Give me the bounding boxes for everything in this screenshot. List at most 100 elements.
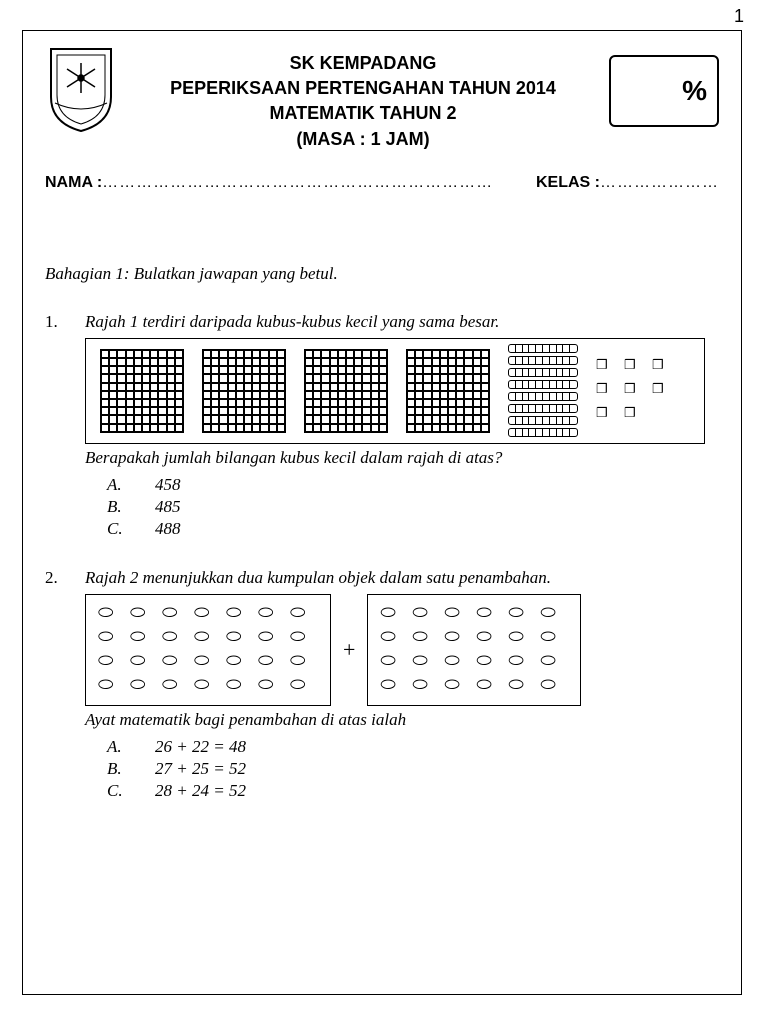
eraser-icon: ⬭: [540, 651, 568, 673]
unit-cube-icon: ❒: [596, 358, 614, 376]
q2-opt-b: B.27 + 25 = 52: [85, 758, 719, 780]
eraser-icon: ⬭: [412, 675, 440, 697]
ten-bar: [508, 380, 578, 389]
eraser-icon: ⬭: [290, 627, 318, 649]
eraser-icon: ⬭: [130, 627, 158, 649]
page-frame: SK KEMPADANG PEPERIKSAAN PERTENGAHAN TAH…: [22, 30, 742, 995]
eraser-icon: ⬭: [130, 675, 158, 697]
eraser-icon: ⬭: [540, 627, 568, 649]
eraser-icon: ⬭: [162, 651, 190, 673]
opt-label: B.: [107, 497, 127, 517]
opt-value: 488: [155, 519, 181, 539]
eraser-icon: ⬭: [476, 675, 504, 697]
eraser-icon: ⬭: [380, 603, 408, 625]
q1-options: A.458 B. 485 C. 488: [85, 474, 719, 540]
ten-bar: [508, 344, 578, 353]
exam-name: PEPERIKSAAN PERTENGAHAN TAHUN 2014: [127, 76, 599, 101]
q2-text: Rajah 2 menunjukkan dua kumpulan objek d…: [85, 568, 719, 588]
nama-field: NAMA :……………………………………………………………: [45, 174, 493, 192]
eraser-icon: ⬭: [476, 651, 504, 673]
eraser-icon: ⬭: [226, 675, 254, 697]
ten-bar: [508, 428, 578, 437]
eraser-icon: ⬭: [508, 603, 536, 625]
eraser-icon: ⬭: [194, 675, 222, 697]
q1-number: 1.: [45, 312, 63, 540]
eraser-icon: ⬭: [412, 627, 440, 649]
ten-bar: [508, 356, 578, 365]
q2-left-group: ⬭⬭⬭⬭⬭⬭⬭⬭⬭⬭⬭⬭⬭⬭⬭⬭⬭⬭⬭⬭⬭⬭⬭⬭⬭⬭⬭⬭: [85, 594, 331, 706]
ten-bar: [508, 392, 578, 401]
student-id-row: NAMA :…………………………………………………………… KELAS :…………: [45, 174, 719, 192]
eraser-icon: ⬭: [162, 603, 190, 625]
eraser-icon: ⬭: [508, 627, 536, 649]
header: SK KEMPADANG PEPERIKSAAN PERTENGAHAN TAH…: [45, 45, 719, 152]
eraser-icon: ⬭: [444, 627, 472, 649]
q1-text: Rajah 1 terdiri daripada kubus-kubus kec…: [85, 312, 719, 332]
eraser-icon: ⬭: [290, 675, 318, 697]
kelas-field: KELAS :…………………: [536, 174, 719, 192]
ten-bar: [508, 404, 578, 413]
eraser-icon: ⬭: [258, 651, 286, 673]
hundred-block: [304, 349, 388, 433]
duration: (MASA : 1 JAM): [127, 127, 599, 152]
opt-value: 458: [155, 475, 181, 495]
unit-cube-icon: ❒: [652, 382, 670, 400]
hundred-block: [100, 349, 184, 433]
eraser-icon: ⬭: [194, 603, 222, 625]
q2-right-group: ⬭⬭⬭⬭⬭⬭⬭⬭⬭⬭⬭⬭⬭⬭⬭⬭⬭⬭⬭⬭⬭⬭⬭⬭: [367, 594, 581, 706]
unit-cube-icon: ❒: [596, 382, 614, 400]
q1-opt-a: A.458: [85, 474, 719, 496]
unit-cube-icon: ❒: [624, 358, 642, 376]
eraser-icon: ⬭: [412, 603, 440, 625]
question-1: 1. Rajah 1 terdiri daripada kubus-kubus …: [45, 312, 719, 540]
opt-label: C.: [107, 519, 127, 539]
eraser-icon: ⬭: [444, 675, 472, 697]
q2-diagram: ⬭⬭⬭⬭⬭⬭⬭⬭⬭⬭⬭⬭⬭⬭⬭⬭⬭⬭⬭⬭⬭⬭⬭⬭⬭⬭⬭⬭ + ⬭⬭⬭⬭⬭⬭⬭⬭⬭…: [85, 594, 719, 706]
kelas-label: KELAS :: [536, 174, 600, 191]
school-logo-icon: [45, 45, 117, 133]
hundred-block: [406, 349, 490, 433]
eraser-icon: ⬭: [540, 675, 568, 697]
ones-grid: ❒ ❒ ❒ ❒ ❒ ❒ ❒ ❒: [596, 358, 670, 424]
eraser-icon: ⬭: [444, 651, 472, 673]
eraser-icon: ⬭: [380, 651, 408, 673]
eraser-icon: ⬭: [98, 603, 126, 625]
eraser-icon: ⬭: [508, 651, 536, 673]
eraser-icon: ⬭: [258, 627, 286, 649]
eraser-icon: ⬭: [476, 627, 504, 649]
eraser-icon: ⬭: [290, 651, 318, 673]
eraser-icon: ⬭: [476, 603, 504, 625]
q1-opt-b: B. 485: [85, 496, 719, 518]
eraser-icon: ⬭: [98, 651, 126, 673]
q1-opt-c: C. 488: [85, 518, 719, 540]
q1-subtext: Berapakah jumlah bilangan kubus kecil da…: [85, 448, 719, 468]
eraser-icon: ⬭: [226, 627, 254, 649]
unit-cube-icon: ❒: [596, 406, 614, 424]
nama-dots: ……………………………………………………………: [102, 174, 493, 191]
unit-cube-icon: ❒: [624, 382, 642, 400]
opt-value: 485: [155, 497, 181, 517]
q2-options: A.26 + 22 = 48 B.27 + 25 = 52 C.28 + 24 …: [85, 736, 719, 802]
plus-icon: +: [343, 637, 355, 663]
eraser-icon: ⬭: [258, 675, 286, 697]
score-box: %: [609, 55, 719, 127]
eraser-icon: ⬭: [98, 627, 126, 649]
kelas-dots: …………………: [600, 174, 719, 191]
eraser-icon: ⬭: [162, 627, 190, 649]
title-block: SK KEMPADANG PEPERIKSAAN PERTENGAHAN TAH…: [127, 45, 599, 152]
eraser-icon: ⬭: [412, 651, 440, 673]
school-name: SK KEMPADANG: [127, 51, 599, 76]
page-number: 1: [734, 6, 744, 27]
unit-cube-icon: ❒: [624, 406, 642, 424]
unit-cube-icon: ❒: [652, 358, 670, 376]
eraser-icon: ⬭: [444, 603, 472, 625]
eraser-icon: ⬭: [508, 675, 536, 697]
subject: MATEMATIK TAHUN 2: [127, 101, 599, 126]
q1-diagram: ❒ ❒ ❒ ❒ ❒ ❒ ❒ ❒: [85, 338, 705, 444]
eraser-icon: ⬭: [380, 627, 408, 649]
q2-opt-c: C.28 + 24 = 52: [85, 780, 719, 802]
q2-subtext: Ayat matematik bagi penambahan di atas i…: [85, 710, 719, 730]
opt-label: A.: [107, 737, 127, 757]
tens-column: [508, 344, 578, 437]
eraser-icon: ⬭: [380, 675, 408, 697]
